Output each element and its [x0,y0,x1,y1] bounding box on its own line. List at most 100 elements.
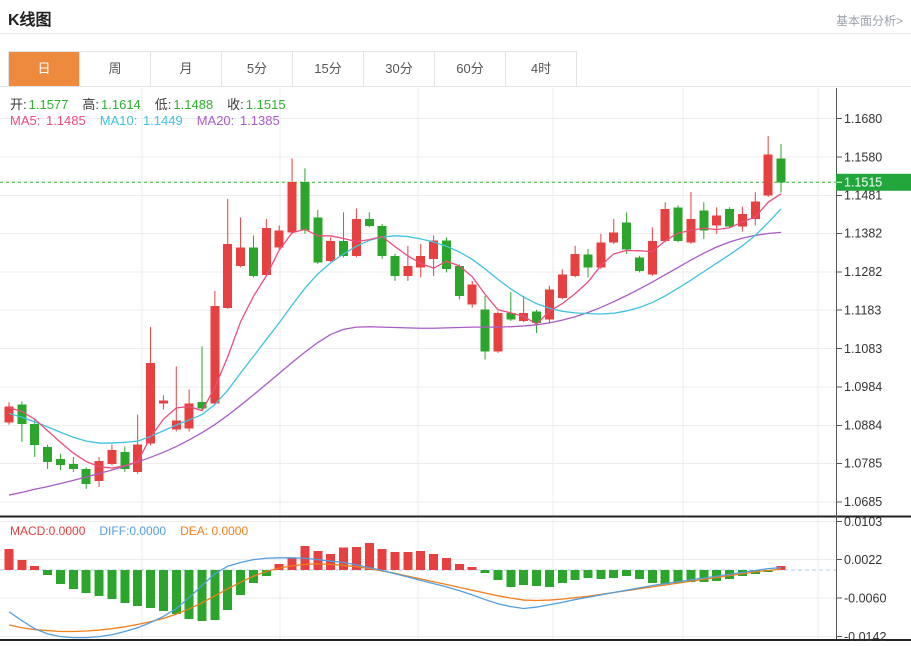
candle-body [583,254,593,268]
svg-text:1.1515: 1.1515 [844,175,882,189]
candle-body [544,289,554,320]
candle-body [300,181,310,231]
low-label: 低: [154,97,172,112]
candle-body [146,362,156,444]
candle-body [351,218,361,256]
tab-30min[interactable]: 30分 [364,52,435,86]
period-tabs: 日周月 5分 15分 30分 60分 4时 [8,51,577,87]
candle-body [660,208,670,241]
kline-chart[interactable]: 1.1680 1.1580 1.1481 1.1382 1.1282 1.1183 1.10… [0,88,911,646]
fundamental-analysis-link[interactable]: 基本面分析> [835,14,903,28]
dea-value: 0.0000 [211,524,249,538]
diff-label: DIFF: [99,524,130,538]
candle-body [596,242,606,268]
candle-body [416,255,426,268]
candle-body [197,402,207,409]
svg-text:1.0984: 1.0984 [844,380,882,394]
candle-body [184,403,194,429]
tab-4hour[interactable]: 4时 [506,52,576,86]
candle-body [634,257,644,271]
svg-text:1.0884: 1.0884 [844,419,882,433]
high-label: 高: [82,97,100,112]
candle-body [364,218,374,226]
open-label: 开: [10,97,27,112]
svg-text:1.1481: 1.1481 [844,189,882,203]
candle-body [43,446,53,462]
tab-60min[interactable]: 60分 [435,52,506,86]
candle-body [403,265,413,276]
svg-text:1.1580: 1.1580 [844,150,882,164]
candle-body [493,312,503,352]
last-price-badge: 1.1515 [836,173,911,191]
svg-text:-0.0060: -0.0060 [844,591,886,605]
tab-day[interactable]: 日 [9,52,80,86]
svg-text:1.1083: 1.1083 [844,342,882,356]
svg-text:1.1183: 1.1183 [844,303,881,317]
dea-label: DEA: [180,524,209,538]
macd-value: 0.0000 [48,524,86,538]
candle-body [750,201,760,219]
tab-15min[interactable]: 15分 [293,52,364,86]
candle-body [17,404,27,424]
candle-body [776,158,786,183]
candle-body [30,423,40,445]
candle-body [236,247,246,266]
macd-legend: MACD:0.0000 DIFF:0.0000 DEA: 0.0000 [10,524,262,538]
candle-body [454,265,464,296]
tab-month[interactable]: 月 [151,52,222,86]
candle-body [326,240,336,261]
candle-body [107,449,117,464]
candle-body [390,255,400,276]
candle-body [94,460,104,481]
candle-body [622,222,632,250]
candle-body [377,225,387,256]
ma-legend: MA5: 1.1485 MA10: 1.1449 MA20: 1.1385 [10,113,294,128]
candle-body [158,400,168,404]
svg-text:-0.0142: -0.0142 [844,630,886,644]
candle-body [55,458,65,466]
candle-body [4,406,14,423]
candle-body [763,154,773,196]
candle-body [506,312,516,320]
close-value: 1.1515 [245,97,286,112]
candle-body [647,240,657,275]
candle-body [557,274,567,298]
candles [4,136,786,489]
candle-body [712,215,722,226]
candle-body [313,217,323,263]
macd-lines [8,557,782,639]
close-label: 收: [227,97,244,112]
tab-week[interactable]: 周 [80,52,151,86]
macd-histogram [4,543,786,622]
price-axis: 1.1680 1.1580 1.1481 1.1382 1.1282 1.1183 1.10… [836,88,886,644]
svg-text:1.1382: 1.1382 [844,227,882,241]
svg-text:0.0103: 0.0103 [844,515,882,529]
candle-body [429,240,439,259]
candle-body [609,232,619,243]
candle-body [68,463,78,469]
open-value: 1.1577 [28,97,69,112]
diff-value: 0.0000 [129,524,167,538]
svg-text:0.0022: 0.0022 [844,553,882,567]
svg-text:1.1282: 1.1282 [844,265,882,279]
ma10-label: MA10: [99,113,138,128]
candle-body [287,181,297,233]
tab-5min[interactable]: 5分 [222,52,293,86]
candle-body [441,240,451,269]
page-title: K线图 [8,12,52,29]
candle-body [339,240,349,256]
ma10-value: 1.1449 [142,113,183,128]
header-divider [0,33,911,34]
candle-body [274,230,284,248]
low-value: 1.1488 [173,97,214,112]
ma5-line [8,193,782,469]
candle-body [210,305,220,404]
svg-text:1.1680: 1.1680 [844,112,882,126]
macd-label: MACD: [10,524,49,538]
candle-body [532,311,542,323]
ma10-line [8,208,782,444]
candle-body [737,214,747,227]
ma20-label: MA20: [196,113,235,128]
ma20-value: 1.1385 [239,113,280,128]
